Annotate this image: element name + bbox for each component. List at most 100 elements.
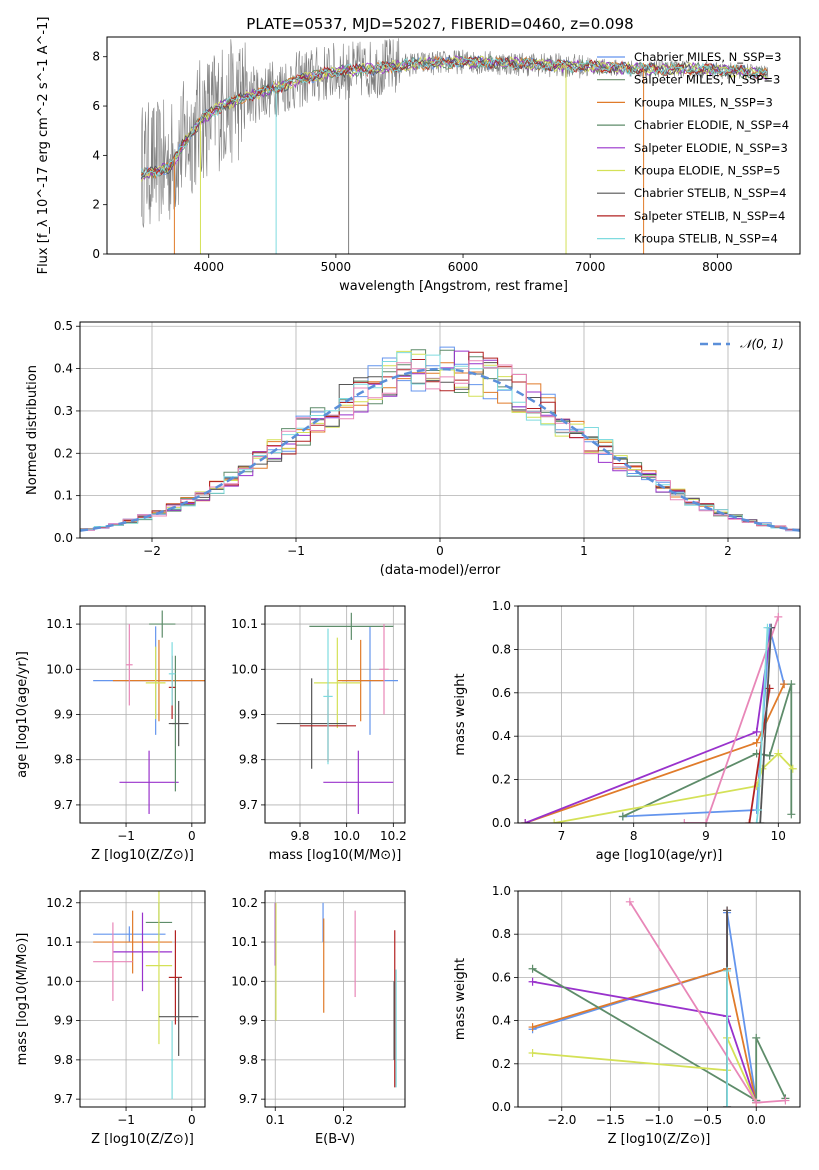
x-tick-label: 10 [771, 829, 786, 843]
x-tick-label: 0 [188, 829, 196, 843]
histogram-series [80, 352, 800, 533]
age-vs-mass-axes: 9.8 10.0 10.2 9.7 9.8 9.9 10.0 10.1 [231, 606, 407, 843]
mass-vs-Z-y-axis-label: mass [log10(M/M⊙)] [15, 933, 30, 1066]
mass-vs-Z-x-axis-label: Z [log10(Z/Z⊙)] [91, 1132, 194, 1147]
y-tick-label: 9.7 [239, 1092, 258, 1106]
y-tick-label: 0.4 [492, 729, 511, 743]
y-tick-label: 8 [92, 50, 100, 64]
age-vs-mass-errorbars [276, 612, 398, 814]
spectrum-x-axis-label: wavelength [Angstrom, rest frame] [339, 279, 568, 294]
x-tick-label: 0 [436, 544, 444, 558]
model-spectrum-line [140, 56, 768, 178]
mass-vs-Z-axes: −1 0 9.7 9.8 9.9 10.0 10.1 10.2 [46, 891, 205, 1127]
y-tick-label: 0.6 [492, 970, 511, 984]
x-tick-label: −1.5 [596, 1113, 625, 1127]
weight-line [532, 912, 758, 1101]
x-tick-label: 0.0 [747, 1113, 766, 1127]
x-tick-label: 1 [580, 544, 588, 558]
weight-marker [780, 680, 789, 689]
x-tick-label: −0.5 [693, 1113, 722, 1127]
age-vs-Z-frame [79, 605, 206, 824]
spectrum-lines [140, 38, 769, 254]
mass-vs-Z-frame [79, 890, 206, 1108]
weight-marker [754, 805, 763, 814]
histograms [80, 346, 800, 533]
y-tick-label: 0.6 [492, 686, 511, 700]
y-tick-label: 9.7 [54, 1092, 73, 1106]
x-tick-label: 0.1 [266, 1113, 285, 1127]
residuals-legend: 𝒩(0, 1) [700, 337, 784, 351]
massweight-vs-age-x-axis-label: age [log10(age/yr)] [596, 848, 723, 863]
y-tick-label: 1.0 [492, 599, 511, 613]
massweight-vs-age-frame [517, 605, 801, 824]
y-tick-label: 9.8 [54, 1053, 73, 1067]
residuals-frame [79, 321, 801, 539]
y-tick-label: 0.2 [54, 446, 73, 460]
age-vs-mass-x-axis-label: mass [log10(M/M⊙)] [269, 848, 402, 863]
weight-line [684, 616, 780, 823]
y-tick-label: 9.9 [239, 1014, 258, 1028]
legend-label: Salpeter STELIB, N_SSP=4 [634, 209, 785, 223]
weight-marker [680, 819, 689, 823]
y-tick-label: 6 [92, 99, 100, 113]
x-tick-label: 10.0 [333, 829, 360, 843]
x-tick-label: 5000 [321, 260, 352, 274]
x-tick-label: −1 [287, 544, 305, 558]
weight-marker [752, 738, 761, 747]
y-tick-label: 9.9 [239, 708, 258, 722]
massweight-vs-Z-frame [517, 890, 801, 1108]
x-tick-label: 6000 [448, 260, 479, 274]
legend-label: Chabrier MILES, N_SSP=3 [634, 50, 781, 64]
residuals-x-axis-label: (data-model)/error [380, 563, 501, 578]
weight-marker [528, 964, 537, 973]
weight-marker [723, 966, 732, 975]
y-tick-label: 0.4 [492, 1014, 511, 1028]
weight-marker [528, 1049, 537, 1057]
y-tick-label: 0.0 [54, 531, 73, 545]
massweight-vs-Z-series [528, 897, 790, 1107]
legend-label: Kroupa STELIB, N_SSP=4 [634, 232, 778, 246]
weight-marker [756, 819, 765, 823]
y-tick-label: 9.8 [239, 753, 258, 767]
y-tick-label: 10.1 [46, 617, 73, 631]
x-tick-label: 10.2 [380, 829, 407, 843]
x-tick-label: 7000 [575, 260, 606, 274]
y-tick-label: 0.4 [54, 362, 73, 376]
x-tick-label: 0 [188, 1113, 196, 1127]
weight-marker [521, 819, 530, 823]
weight-line [532, 1037, 758, 1104]
y-tick-label: 9.8 [54, 753, 73, 767]
y-tick-label: 10.0 [231, 974, 258, 988]
y-tick-label: 9.9 [54, 708, 73, 722]
x-tick-label: 9 [702, 829, 710, 843]
y-tick-label: 0.2 [492, 1057, 511, 1071]
x-tick-label: 0.2 [334, 1113, 353, 1127]
weight-marker [752, 727, 761, 736]
y-tick-label: 0 [92, 247, 100, 261]
weight-marker [745, 819, 754, 823]
weight-marker [702, 819, 710, 823]
weight-marker [787, 680, 796, 689]
weight-marker [723, 1103, 732, 1107]
y-tick-label: 9.7 [54, 798, 73, 812]
y-tick-label: 0.1 [54, 489, 73, 503]
weight-marker [788, 764, 797, 773]
weight-line [532, 980, 758, 1103]
weight-marker [781, 1096, 790, 1105]
y-tick-label: 0.0 [492, 816, 511, 830]
x-tick-label: 7 [558, 829, 566, 843]
y-tick-label: 0.8 [492, 927, 511, 941]
y-tick-label: 10.2 [231, 896, 258, 910]
age-vs-Z-errorbars [93, 610, 205, 814]
weight-line [524, 627, 772, 823]
x-tick-label: 8000 [702, 260, 733, 274]
y-tick-label: 0.2 [492, 773, 511, 787]
weight-marker [625, 897, 634, 906]
y-tick-label: 0.0 [492, 1100, 511, 1114]
model-spectrum-line [140, 55, 768, 182]
weight-marker [723, 906, 732, 915]
legend-label: Chabrier ELODIE, N_SSP=4 [634, 118, 789, 132]
y-tick-label: 0.3 [54, 404, 73, 418]
